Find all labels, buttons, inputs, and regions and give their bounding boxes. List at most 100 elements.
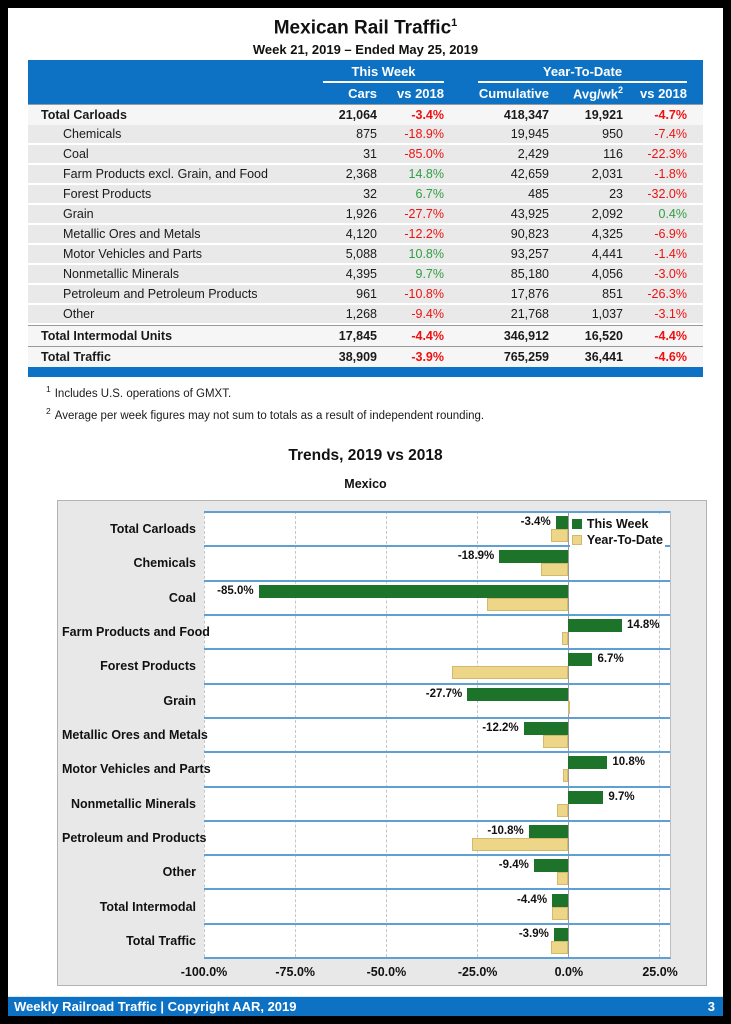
year-to-date-bar — [542, 735, 569, 749]
cell-vs2018-ytd: -4.6% — [654, 350, 687, 364]
cell-cars: 5,088 — [345, 247, 377, 261]
value-label: -3.4% — [520, 516, 551, 529]
year-to-date-bar — [552, 906, 569, 920]
year-to-date-bar — [556, 872, 569, 886]
chart-band: Chemicals -18.9% — [133, 545, 670, 579]
cell-cumulative: 93,257 — [510, 247, 549, 261]
table-row: Farm Products excl. Grain, and Food 2,368… — [28, 165, 703, 185]
cell-cars: 961 — [356, 287, 377, 301]
cell-vs2018-ytd: -26.3% — [647, 287, 687, 301]
table-header: This Week Year-To-Date Cars vs 2018 Cumu… — [28, 60, 703, 104]
cell-avg-wk: 4,441 — [591, 247, 623, 261]
cell-commodity: Metallic Ores and Metals — [63, 227, 201, 241]
value-label: 14.8% — [626, 619, 660, 632]
cell-commodity: Total Intermodal Units — [41, 329, 173, 343]
cell-cars: 4,120 — [345, 227, 377, 241]
category-label: Petroleum and Products — [62, 830, 207, 845]
category-label: Total Intermodal — [99, 899, 196, 914]
cell-cumulative: 2,429 — [517, 147, 549, 161]
value-label: -4.4% — [517, 893, 548, 906]
legend-item-year-to-date: Year-To-Date — [571, 532, 663, 548]
year-to-date-bar — [486, 597, 569, 611]
group-header-this-week: This Week — [323, 64, 444, 83]
value-label: -9.4% — [498, 859, 529, 872]
cell-vs2018-week: -3.9% — [411, 350, 444, 364]
cell-commodity: Motor Vehicles and Parts — [63, 247, 202, 261]
year-to-date-bar — [472, 837, 569, 851]
cell-vs2018-ytd: -1.4% — [654, 247, 687, 261]
this-week-bar — [533, 859, 569, 873]
table-row: Motor Vehicles and Parts 5,088 10.8% 93,257… — [28, 245, 703, 265]
year-to-date-bar — [541, 563, 569, 577]
cell-vs2018-ytd: -22.3% — [647, 147, 687, 161]
cell-avg-wk: 2,031 — [591, 167, 623, 181]
cell-vs2018-week: -12.2% — [404, 227, 444, 241]
cell-cars: 32 — [363, 187, 377, 201]
value-label: -27.7% — [425, 687, 463, 700]
cell-avg-wk: 2,092 — [591, 207, 623, 221]
table-row: Metallic Ores and Metals 4,120 -12.2% 90,82… — [28, 225, 703, 245]
gridline — [659, 511, 661, 957]
chart-band: Total Intermodal -4.4% — [100, 888, 670, 922]
cell-cars: 31 — [363, 147, 377, 161]
category-label: Coal — [168, 590, 196, 605]
value-label: -12.2% — [482, 722, 519, 735]
category-label: Forest Products — [100, 659, 196, 674]
cell-vs2018-week: 9.7% — [415, 267, 445, 281]
chart-band: Coal -85.0% — [169, 579, 670, 614]
table-bottom-rule — [28, 367, 703, 377]
footnote-2: 2 Average per week figures may not sum to… — [46, 406, 484, 422]
gridline — [386, 511, 388, 957]
cell-avg-wk: 16,520 — [584, 329, 623, 343]
cell-vs2018-week: -10.8% — [404, 287, 444, 301]
cell-vs2018-week: -3.4% — [411, 108, 444, 122]
year-to-date-bar — [550, 529, 569, 543]
table-row: Coal 31 -85.0% 2,429 116 -22.3% — [28, 145, 703, 165]
table-row: Forest Products 32 6.7% 485 23 -32.0% — [28, 185, 703, 205]
footnote-marker: 1 — [46, 384, 51, 394]
cell-vs2018-week: -27.7% — [404, 207, 444, 221]
cell-cumulative: 90,823 — [510, 227, 549, 241]
category-label: Motor Vehicles and Parts — [62, 762, 211, 777]
table-row: Nonmetallic Minerals 4,395 9.7% 85,180 4,056… — [28, 265, 703, 285]
cell-cumulative: 765,259 — [503, 350, 549, 364]
chart-subtitle: Mexico — [344, 477, 387, 491]
avg-wk-footnote-marker: 2 — [617, 85, 623, 96]
trends-bar-chart: Total Carloads -3.4% Chemicals -18.9% Coal -8… — [57, 500, 707, 986]
year-to-date-bar — [451, 666, 569, 680]
column-header-cars: Cars — [348, 86, 377, 101]
footnotes: 1 Includes U.S. operations of GMXT. 2 Avera… — [46, 384, 484, 428]
cell-commodity: Petroleum and Petroleum Products — [63, 287, 258, 301]
table-row: Grain 1,926 -27.7% 43,925 2,092 0.4% — [28, 205, 703, 225]
year-to-date-bar — [551, 940, 569, 954]
cell-vs2018-ytd: -1.8% — [654, 167, 687, 181]
value-label: 9.7% — [608, 790, 635, 803]
cell-cars: 875 — [356, 127, 377, 141]
gridline — [477, 511, 479, 957]
cell-vs2018-week: 10.8% — [408, 247, 444, 261]
cell-vs2018-week: -18.9% — [404, 127, 444, 141]
cell-cumulative: 485 — [528, 187, 549, 201]
cell-commodity: Coal — [63, 147, 89, 161]
chart-band: Total Traffic -3.9% — [126, 922, 670, 957]
gridline — [204, 511, 205, 957]
cell-commodity: Nonmetallic Minerals — [63, 267, 180, 281]
cell-vs2018-week: 6.7% — [415, 187, 445, 201]
cell-cumulative: 418,347 — [503, 108, 549, 122]
this-week-bar — [528, 824, 569, 838]
cell-cumulative: 43,925 — [510, 207, 549, 221]
cell-commodity: Chemicals — [63, 127, 122, 141]
this-week-bar — [568, 790, 604, 804]
cell-vs2018-ytd: -32.0% — [647, 187, 687, 201]
cell-avg-wk: 4,325 — [591, 227, 623, 241]
page-footer: Weekly Railroad Traffic | Copyright AAR,… — [8, 996, 723, 1016]
table-row: Chemicals 875 -18.9% 19,945 950 -7.4% — [28, 125, 703, 145]
cell-vs2018-ytd: -4.4% — [654, 329, 687, 343]
cell-cars: 38,909 — [338, 350, 377, 364]
x-tick-label: -75.0% — [275, 965, 316, 979]
report-page: Mexican Rail Traffic1 Week 21, 2019 – En… — [8, 8, 723, 1016]
x-tick-label: 25.0% — [642, 965, 678, 979]
cell-vs2018-week: -85.0% — [404, 147, 444, 161]
value-label: -3.9% — [518, 927, 549, 940]
cell-commodity: Farm Products excl. Grain, and Food — [63, 167, 268, 181]
